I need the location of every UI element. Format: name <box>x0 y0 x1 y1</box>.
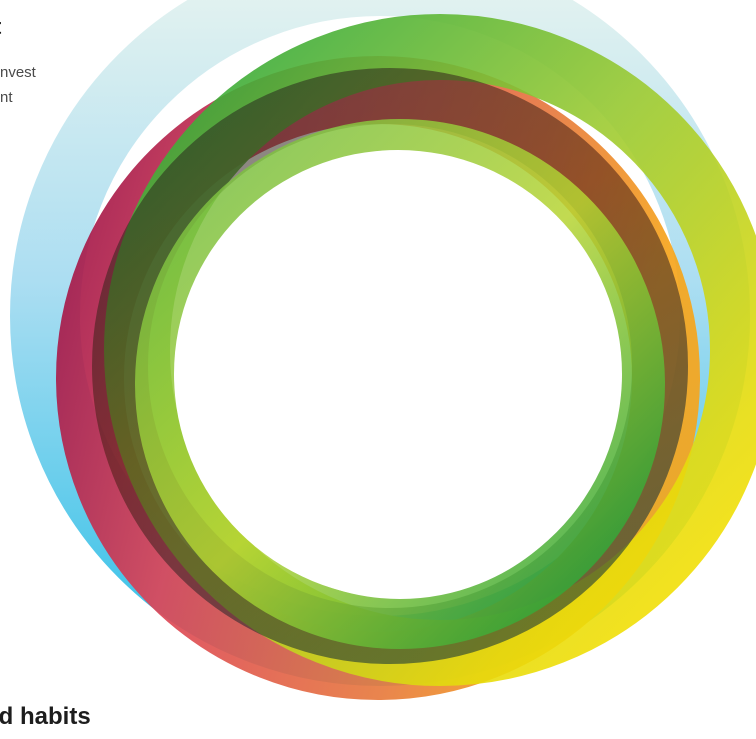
intro-text-line-1: nvest <box>0 64 36 81</box>
section-heading: ld habits <box>0 703 91 730</box>
ring-center <box>174 150 622 598</box>
intro-text-line-2: nt <box>0 89 13 106</box>
lime-green-ring <box>135 119 665 649</box>
intro-heading: t <box>0 14 1 40</box>
